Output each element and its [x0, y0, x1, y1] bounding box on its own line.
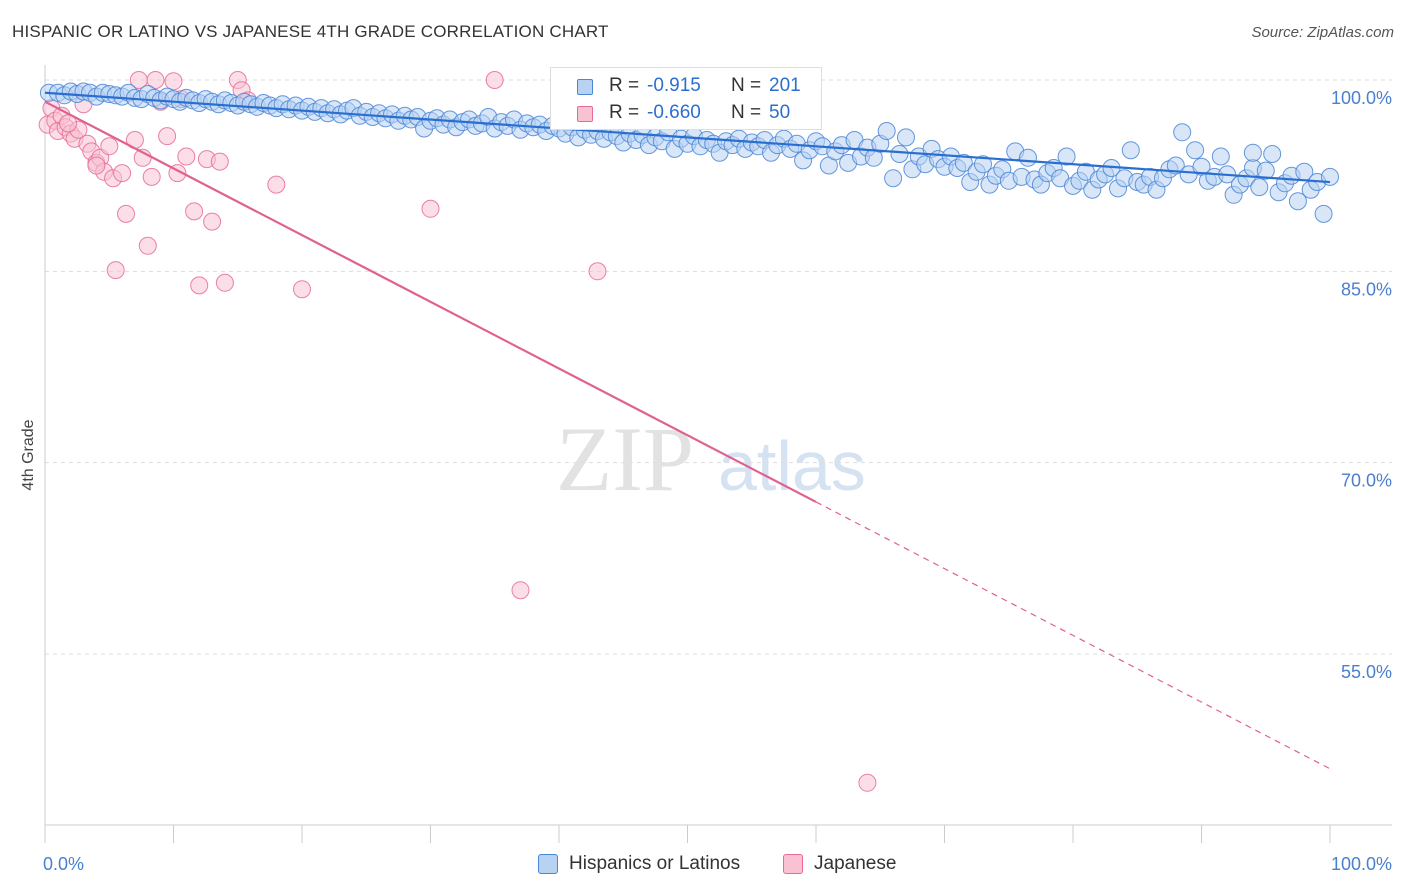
bottom-legend-label-japanese: Japanese [814, 853, 897, 874]
legend-n-value: 201 [769, 75, 801, 96]
bottom-legend-swatch-japanese [783, 854, 803, 874]
point-hispanic [974, 155, 992, 174]
watermark-zip: ZIP [556, 408, 694, 510]
trend-line-japanese [44, 100, 817, 503]
point-japanese [158, 127, 177, 146]
watermark-atlas: atlas [718, 427, 866, 505]
point-hispanic [1211, 147, 1230, 166]
point-japanese [421, 199, 440, 218]
point-hispanic [1166, 156, 1185, 175]
y-tick-label: 100.0% [1331, 88, 1392, 108]
point-hispanic [1019, 148, 1037, 167]
tick-labels: 100.0% 85.0% 70.0% 55.0% 0.0% 100.0% [43, 88, 1392, 874]
point-hispanic [1288, 192, 1307, 211]
source-label: Source: ZipAtlas.com [1251, 24, 1394, 41]
point-hispanic [954, 153, 973, 172]
point-japanese [106, 261, 125, 280]
trend-line-japanese-extrapolated [815, 501, 1331, 770]
legend-swatch-hispanic [577, 79, 593, 95]
point-hispanic [884, 169, 903, 188]
chart-title: HISPANIC OR LATINO VS JAPANESE 4TH GRADE… [12, 22, 609, 41]
point-hispanic [1263, 145, 1282, 163]
legend-n-label: N = [731, 75, 762, 96]
point-hispanic [890, 145, 909, 163]
point-hispanic [1121, 141, 1140, 160]
point-japanese [117, 204, 135, 223]
point-japanese [100, 137, 119, 156]
point-hispanic [1250, 178, 1269, 197]
watermark: ZIP atlas [556, 408, 866, 510]
point-japanese [164, 72, 183, 91]
point-hispanic [1173, 123, 1192, 142]
point-japanese [293, 280, 311, 299]
legend-n-value: 50 [769, 102, 791, 123]
x-tick-label-left: 0.0% [43, 854, 84, 874]
point-japanese [210, 152, 229, 171]
point-japanese [588, 262, 607, 281]
point-japanese [113, 164, 132, 183]
point-hispanic [877, 122, 896, 140]
bottom-legend-label-hispanic: Hispanics or Latinos [569, 853, 741, 874]
point-hispanic [1314, 204, 1333, 223]
point-japanese [858, 773, 877, 792]
axes [44, 65, 1392, 843]
point-japanese [267, 175, 286, 194]
point-japanese [146, 71, 165, 89]
point-hispanic [1186, 141, 1205, 160]
trend-lines [44, 91, 1331, 770]
legend-swatch-japanese [577, 106, 593, 122]
point-japanese [215, 273, 234, 292]
point-hispanic [1321, 167, 1339, 186]
y-tick-label: 85.0% [1341, 279, 1392, 299]
point-hispanic [897, 128, 915, 147]
trend-line-hispanic [44, 91, 1331, 184]
bottom-legend-swatch-hispanic [538, 854, 558, 874]
point-japanese [177, 147, 196, 166]
correlation-legend: R = -0.915 N = 201 R = -0.660 N = 50 [550, 67, 822, 130]
y-tick-label: 55.0% [1341, 662, 1392, 682]
legend-r-label: R = [609, 102, 640, 123]
point-japanese [138, 236, 157, 255]
legend-n-label: N = [731, 102, 762, 123]
legend-r-value: -0.915 [647, 75, 701, 96]
point-japanese [203, 212, 222, 231]
point-japanese [185, 202, 204, 221]
point-japanese [190, 276, 209, 295]
point-hispanic [1057, 147, 1076, 166]
x-tick-label-right: 100.0% [1331, 854, 1392, 874]
legend-r-value: -0.660 [647, 102, 701, 123]
point-hispanic [1256, 161, 1275, 180]
point-japanese [511, 581, 530, 600]
point-hispanic [1243, 143, 1262, 162]
point-japanese [142, 167, 161, 186]
legend-r-label: R = [609, 75, 640, 96]
y-tick-label: 70.0% [1341, 471, 1392, 491]
point-japanese [87, 156, 106, 175]
point-japanese [485, 71, 504, 89]
